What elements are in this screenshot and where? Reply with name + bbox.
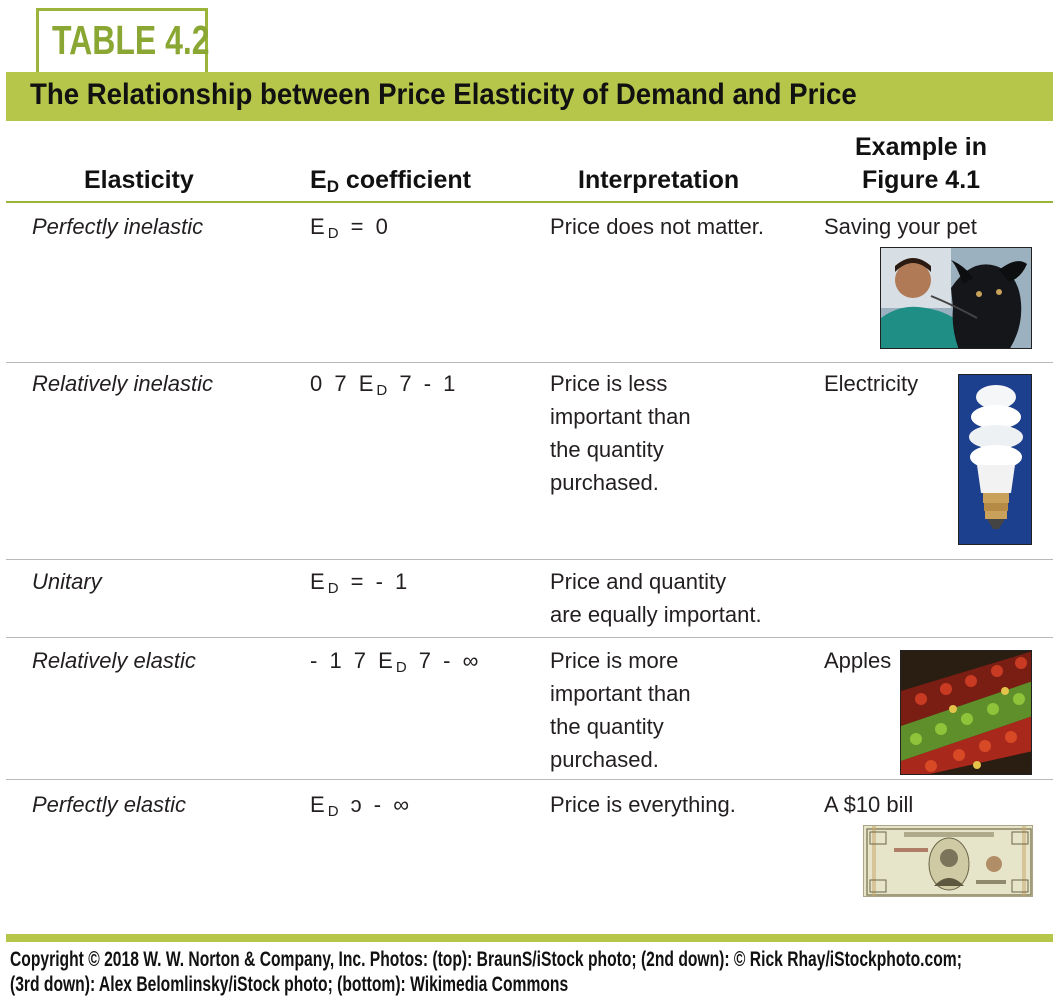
coef-pre: - 1 7 [310,648,379,673]
row-1-interpretation: Price does not matter. [550,210,764,243]
header-coef-e: E [310,166,327,194]
row-3-coefficient: ED = - 1 [310,569,411,597]
header-coef-sub: D [326,177,339,196]
row-4-example: Apples [824,648,892,673]
header-example-line2: Figure 4.1 [861,166,981,194]
table-number: TABLE 4.2 [52,17,210,63]
coef-sub: D [327,803,342,820]
row-4-interpretation: Price is more important than the quantit… [550,644,691,776]
header-example: Example in Figure 4.1 [848,131,994,197]
header-interpretation: Interpretation [578,166,740,194]
coef-post: ɔ - ∞ [341,792,412,817]
row-2-elasticity: Relatively inelastic [32,371,213,396]
coef-pre: 0 7 [310,371,359,396]
interpretation-line: important than [550,681,691,706]
header-coef-suffix: coefficient [338,166,471,194]
header-coefficient: ED coefficient [310,166,471,196]
coef-sub: D [327,225,342,242]
coef-sub: D [327,580,342,597]
footer-rule [6,934,1053,942]
interpretation-line: Price is everything. [550,792,736,817]
veterinarian-with-dog-photo [880,247,1032,349]
interpretation-line: the quantity [550,714,664,739]
interpretation-line: Price is more [550,648,679,673]
interpretation-line: Price is less [550,371,668,396]
row-5-example: A $10 bill [824,792,914,817]
footer-line: (3rd down): Alex Belomlinsky/iStock phot… [10,973,569,996]
row-3-interpretation: Price and quantity are equally important… [550,565,762,631]
row-divider [6,637,1053,638]
row-3-elasticity: Unitary [32,569,102,594]
row-2-interpretation: Price is less important than the quantit… [550,367,691,499]
row-5-elasticity: Perfectly elastic [32,792,187,817]
interpretation-line: purchased. [550,470,659,495]
row-divider [6,779,1053,780]
row-2-coefficient: 0 7 ED 7 - 1 [310,371,459,399]
table-number-tab: TABLE 4.2 [36,8,210,72]
coef-post: = 0 [341,214,391,239]
coef-sub: D [376,382,391,399]
row-2-example: Electricity [824,371,919,396]
header-elasticity: Elasticity [84,166,194,194]
table-title: The Relationship between Price Elasticit… [30,78,857,111]
row-4-elasticity: Relatively elastic [32,648,196,673]
header-example-line1: Example in [855,133,987,161]
interpretation-line: the quantity [550,437,664,462]
interpretation-line: Price does not matter. [550,214,764,239]
coef-sub: D [395,659,410,676]
apples-photo [900,650,1032,775]
coef-post: 7 - 1 [390,371,459,396]
row-1-example: Saving your pet [824,214,977,239]
header-rule [6,201,1053,203]
row-4-coefficient: - 1 7 ED 7 - ∞ [310,648,482,676]
interpretation-line: purchased. [550,747,659,772]
row-divider [6,362,1053,363]
coef-post: 7 - ∞ [409,648,482,673]
table-title-bar: The Relationship between Price Elasticit… [6,72,1053,121]
light-bulb-photo [958,374,1032,545]
row-1-coefficient: ED = 0 [310,214,391,242]
interpretation-line: are equally important. [550,602,762,627]
ten-dollar-bill-photo [863,825,1033,897]
row-5-interpretation: Price is everything. [550,788,736,821]
copyright-credits: Copyright © 2018 W. W. Norton & Company,… [10,947,1053,997]
interpretation-line: important than [550,404,691,429]
footer-line: Copyright © 2018 W. W. Norton & Company,… [10,948,962,971]
coef-post: = - 1 [341,569,411,594]
row-5-coefficient: ED ɔ - ∞ [310,792,412,820]
interpretation-line: Price and quantity [550,569,727,594]
row-1-elasticity: Perfectly inelastic [32,214,204,239]
row-divider [6,559,1053,560]
